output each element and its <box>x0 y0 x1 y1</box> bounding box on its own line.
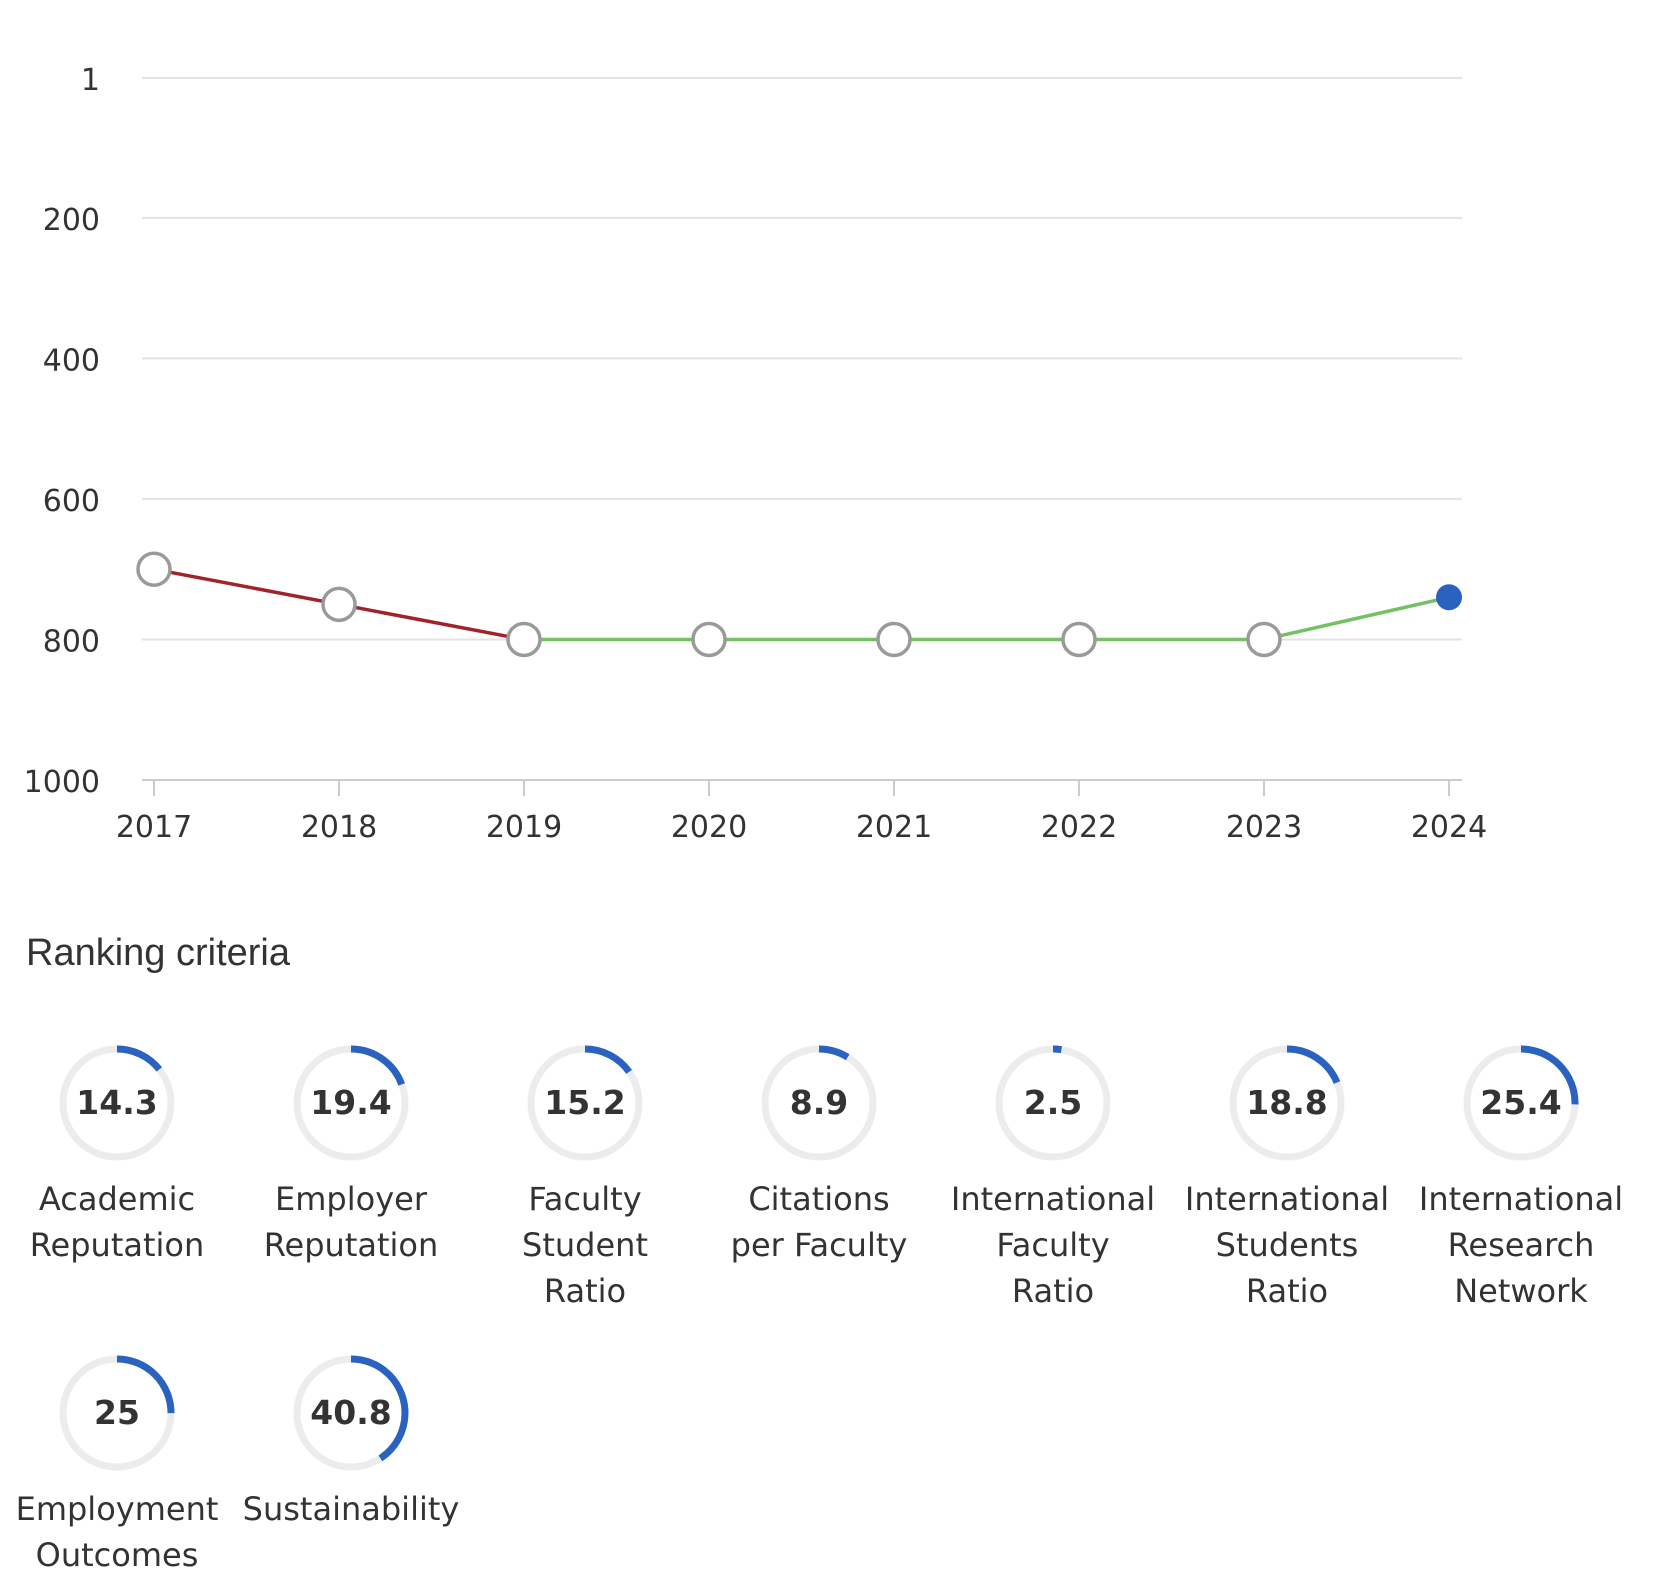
rank-point[interactable] <box>691 621 727 658</box>
series-line-segment <box>338 602 525 642</box>
rank-point[interactable] <box>136 551 172 587</box>
x-tick-label: 2018 <box>301 810 377 845</box>
score-ring: 19.4 <box>288 1040 414 1166</box>
score-ring-arc <box>293 1355 409 1471</box>
rank-point[interactable] <box>321 586 357 623</box>
criterion-score: 19.4 <box>310 1083 392 1122</box>
criterion-score: 40.8 <box>310 1393 392 1432</box>
ranking-criteria-title: Ranking criteria <box>26 932 290 974</box>
criterion-score: 25.4 <box>1480 1083 1562 1122</box>
criterion-score: 25 <box>94 1393 140 1432</box>
rank-point[interactable] <box>876 621 912 658</box>
criterion-item: 25 Employment Outcomes <box>6 1350 228 1578</box>
criterion-item: 18.8 International Students Ratio <box>1176 1040 1398 1314</box>
y-tick-label: 1 <box>81 63 100 98</box>
series-line-segment <box>153 567 340 607</box>
x-tick-label: 2023 <box>1226 810 1302 845</box>
criterion-label: Employment Outcomes <box>15 1490 219 1574</box>
criterion-item: 2.5 International Faculty Ratio <box>942 1040 1164 1314</box>
score-ring: 18.8 <box>1224 1040 1350 1166</box>
current-rank-point[interactable] <box>1436 584 1462 611</box>
rank-point[interactable] <box>1246 621 1282 658</box>
score-ring-arc <box>761 1045 877 1161</box>
rank-point[interactable] <box>506 621 542 658</box>
criterion-label: Academic Reputation <box>29 1180 205 1264</box>
score-ring-arc <box>59 1355 175 1471</box>
criterion-label: Faculty Student Ratio <box>522 1180 648 1310</box>
y-tick-label: 400 <box>43 343 100 378</box>
criterion-label: International Students Ratio <box>1184 1180 1390 1310</box>
score-ring-arc <box>59 1045 175 1161</box>
score-ring-arc <box>1229 1045 1345 1161</box>
criterion-score: 8.9 <box>789 1083 849 1122</box>
score-ring-arc <box>527 1045 643 1161</box>
series-line-segment <box>1263 595 1450 642</box>
score-ring: 14.3 <box>54 1040 180 1166</box>
score-ring-arc <box>995 1045 1111 1161</box>
score-ring: 15.2 <box>522 1040 648 1166</box>
score-ring: 25.4 <box>1458 1040 1584 1166</box>
criterion-label: International Research Network <box>1418 1180 1624 1310</box>
criterion-item: 40.8 Sustainability <box>240 1350 462 1532</box>
criterion-score: 18.8 <box>1246 1083 1328 1122</box>
score-ring: 40.8 <box>288 1350 414 1476</box>
score-ring-arc <box>1463 1045 1579 1161</box>
score-ring: 8.9 <box>756 1040 882 1166</box>
x-tick-label: 2020 <box>671 810 747 845</box>
y-tick-label: 1000 <box>24 765 100 800</box>
criterion-item: 15.2 Faculty Student Ratio <box>474 1040 696 1314</box>
criterion-item: 8.9 Citations per Faculty <box>708 1040 930 1268</box>
criterion-score: 15.2 <box>544 1083 626 1122</box>
rank-point[interactable] <box>1061 621 1097 658</box>
criterion-score: 14.3 <box>76 1083 158 1122</box>
x-tick-label: 2019 <box>486 810 562 845</box>
x-tick-label: 2017 <box>116 810 192 845</box>
criterion-label: International Faculty Ratio <box>950 1180 1156 1310</box>
ranking-criteria-list: 14.3 Academic Reputation 19.4 Employer Repu… <box>0 1040 1664 1580</box>
y-tick-label: 600 <box>43 484 100 519</box>
criterion-item: 19.4 Employer Reputation <box>240 1040 462 1268</box>
score-ring: 25 <box>54 1350 180 1476</box>
criterion-item: 25.4 International Research Network <box>1410 1040 1632 1314</box>
criterion-score: 2.5 <box>1023 1083 1083 1122</box>
score-ring: 2.5 <box>990 1040 1116 1166</box>
x-tick-label: 2024 <box>1411 810 1487 845</box>
criterion-label: Citations per Faculty <box>730 1180 908 1264</box>
criterion-item: 14.3 Academic Reputation <box>6 1040 228 1268</box>
y-tick-label: 200 <box>43 203 100 238</box>
x-tick-label: 2022 <box>1041 810 1117 845</box>
y-tick-label: 800 <box>43 624 100 659</box>
criterion-label: Employer Reputation <box>263 1180 439 1264</box>
score-ring-arc <box>293 1045 409 1161</box>
rank-history-chart: 1 200 400 600 800 1000 2017 2018 2019 2020 2021 202… <box>24 63 1488 845</box>
criterion-label: Sustainability <box>242 1490 460 1528</box>
x-tick-label: 2021 <box>856 810 932 845</box>
